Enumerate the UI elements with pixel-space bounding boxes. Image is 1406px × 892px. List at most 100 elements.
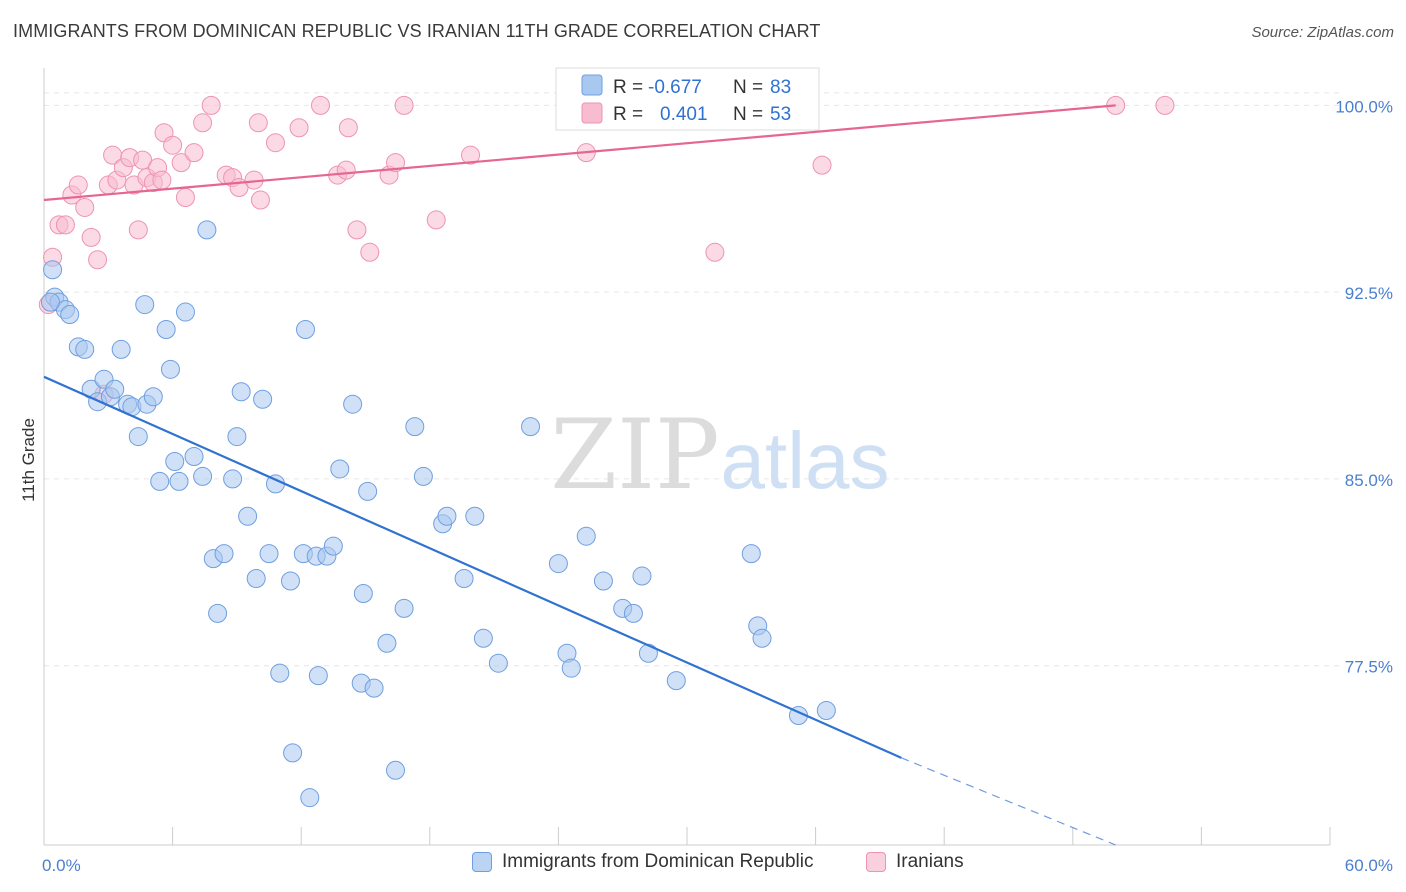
trend-line-dominican [43,375,902,759]
watermark: ZIP atlas [550,399,889,511]
point-dominican [156,319,176,339]
x-tick-label: 0.0% [42,856,81,875]
point-iranians [250,190,270,210]
point-dominican [184,447,204,466]
point-dominican [473,628,493,648]
correlation-legend: R = -0.677 N = 83 R = 0.401 N = 53 [555,67,820,131]
legend-r-label-2: R = [613,104,643,125]
point-dominican [308,666,328,686]
legend-item-dominican[interactable]: Immigrants from Dominican Republic [472,851,814,873]
point-dominican [280,571,300,591]
point-dominican [246,569,266,589]
legend-label-iranians: Iranians [896,851,964,872]
point-iranians [336,160,356,180]
point-iranians [426,210,446,230]
chart-title: IMMIGRANTS FROM DOMINICAN REPUBLIC VS IR… [13,21,821,41]
trend-line-dominican-extension [901,757,1116,846]
legend-r-value-1: -0.677 [648,77,702,98]
point-dominican [386,760,406,780]
y-tick-label: 77.5% [1345,658,1393,677]
point-dominican [632,566,652,586]
trend-lines [43,104,1116,846]
point-dominican [60,305,80,325]
legend-item-iranians[interactable]: Iranians [866,851,964,873]
point-dominican [165,451,185,471]
point-dominican [259,544,279,564]
point-dominican [227,427,247,447]
legend-n-value-1: 83 [770,77,791,98]
y-tick-label: 92.5% [1345,284,1393,303]
y-tick-labels: 77.5% 85.0% 92.5% 100.0% [1335,97,1393,676]
point-dominican [741,544,761,564]
x-tick-label: 60.0% [1345,856,1393,875]
point-dominican [405,417,425,437]
point-iranians [175,188,195,207]
point-dominican [358,481,378,501]
point-dominican [295,319,315,339]
point-iranians [193,113,213,133]
trend-line-iranians [43,104,1116,202]
point-iranians [88,250,108,270]
point-dominican [454,569,474,589]
point-iranians [338,118,358,138]
point-dominican [135,295,155,315]
point-dominican [143,387,163,407]
series-iranians-points [38,95,1175,404]
point-dominican [521,417,541,437]
point-dominican [105,379,125,399]
point-dominican [343,394,363,414]
point-dominican [638,643,658,663]
legend-r-label-1: R = [613,77,643,98]
point-dominican [364,678,384,698]
point-iranians [184,143,204,163]
point-iranians [171,153,191,173]
legend-swatch-iranians [866,852,886,872]
point-dominican [330,459,350,479]
legend-n-value-2: 53 [770,104,791,125]
series-legend: Immigrants from Dominican Republic Irani… [0,851,1406,879]
point-dominican [437,506,457,526]
point-iranians [347,220,367,240]
point-iranians [68,175,88,195]
point-iranians [81,227,101,247]
point-dominican [270,663,290,683]
point-dominican [413,466,433,486]
point-iranians [394,95,414,115]
chart-source: Source: ZipAtlas.com [1251,24,1394,41]
point-dominican [111,339,131,359]
point-dominican [353,583,373,603]
point-dominican [150,471,170,491]
point-iranians [152,170,172,190]
point-dominican [666,671,686,691]
point-dominican [623,603,643,623]
point-dominican [323,536,343,556]
point-iranians [248,113,268,133]
point-dominican [253,389,273,409]
legend-n-label-2: N = [733,104,763,125]
point-dominican [465,506,485,526]
point-iranians [289,118,309,138]
point-iranians [201,95,221,115]
legend-label-dominican: Immigrants from Dominican Republic [502,851,814,872]
x-tick-labels: 0.0% 60.0% [42,856,1393,875]
point-iranians [812,155,832,175]
point-dominican [40,292,60,312]
point-dominican [561,658,581,678]
legend-swatch-pink [581,102,603,124]
point-iranians [55,215,75,235]
point-dominican [128,427,148,447]
point-iranians [265,133,285,153]
point-dominican [160,359,180,379]
point-dominican [816,701,836,721]
point-iranians [461,145,481,165]
point-iranians [75,197,95,217]
point-dominican [377,633,397,653]
point-dominican [238,506,258,526]
legend-n-label-1: N = [733,77,763,98]
point-iranians [163,135,183,155]
series-dominican-points [40,220,836,808]
watermark-atlas: atlas [721,416,890,505]
point-dominican [193,466,213,486]
point-dominican [175,302,195,322]
